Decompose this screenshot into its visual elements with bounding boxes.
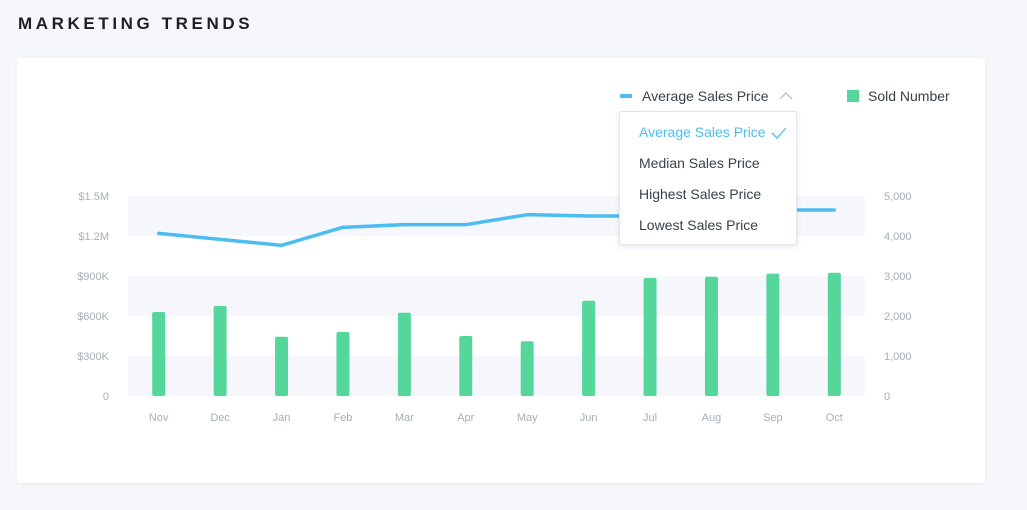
bar-sold-number (336, 332, 350, 396)
bar-sold-number (152, 312, 166, 396)
x-tick-label: Sep (763, 412, 783, 424)
dropdown-item-median-sales-price[interactable]: Median Sales Price (620, 148, 796, 179)
checkmark-icon (771, 127, 787, 139)
y-right-tick-label: 4,000 (884, 231, 912, 243)
y-right-tick-label: 1,000 (884, 351, 912, 363)
dropdown-item-average-sales-price[interactable]: Average Sales Price (620, 117, 796, 148)
legend-bar-label: Sold Number (868, 88, 950, 104)
x-tick-label: Dec (210, 412, 230, 424)
dropdown-item-lowest-sales-price[interactable]: Lowest Sales Price (620, 210, 796, 241)
grid-band (128, 356, 865, 396)
x-tick-label: Nov (149, 412, 169, 424)
bar-sold-number (766, 273, 780, 396)
bar-sold-number (397, 312, 411, 396)
page-title: MARKETING TRENDS (18, 14, 254, 33)
x-tick-label: Mar (395, 412, 414, 424)
y-right-tick-label: 5,000 (884, 191, 912, 203)
legend-line-swatch (620, 94, 632, 98)
grid-band (128, 276, 865, 316)
dropdown-item-highest-sales-price[interactable]: Highest Sales Price (620, 179, 796, 210)
legend-line-label: Average Sales Price (642, 88, 769, 104)
x-tick-label: Apr (457, 412, 474, 424)
bar-sold-number (520, 341, 534, 396)
y-left-tick-label: $900K (77, 271, 109, 283)
marketing-trends-chart: 0 $300K $600K $900K $1.2M $1.5M 0 1,000 2,000 3,0… (77, 191, 912, 424)
dropdown-item-label: Highest Sales Price (639, 186, 762, 202)
dropdown-item-label: Lowest Sales Price (639, 217, 759, 233)
y-right-tick-label: 3,000 (884, 271, 912, 283)
y-right-tick-label: 2,000 (884, 311, 912, 323)
x-tick-label: Aug (702, 412, 722, 424)
bar-sold-number (582, 300, 596, 396)
x-tick-label: Jun (580, 412, 598, 424)
dropdown-item-label: Average Sales Price (639, 124, 766, 140)
x-tick-label: Oct (826, 412, 843, 424)
dropdown-item-label: Median Sales Price (639, 155, 760, 171)
y-left-tick-label: $300K (77, 351, 109, 363)
y-left-tick-label: $1.2M (78, 231, 109, 243)
bar-sold-number (827, 272, 841, 396)
legend-bar-swatch (847, 90, 859, 102)
bar-sold-number (704, 276, 718, 396)
y-right-tick-label: 0 (884, 391, 890, 403)
bar-sold-number (459, 336, 473, 396)
y-left-tick-label: 0 (103, 391, 109, 403)
legend-average-sales-price-toggle[interactable]: Average Sales Price (620, 88, 793, 104)
bar-sold-number (213, 306, 227, 396)
price-metric-dropdown: Average Sales Price Median Sales Price H… (619, 111, 797, 245)
x-tick-label: Jan (273, 412, 291, 424)
y-left-tick-label: $600K (77, 311, 109, 323)
bar-sold-number (643, 278, 657, 396)
chevron-up-icon (779, 92, 793, 100)
legend-sold-number[interactable]: Sold Number (847, 88, 950, 104)
y-left-tick-label: $1.5M (78, 191, 109, 203)
chart-card: 0 $300K $600K $900K $1.2M $1.5M 0 1,000 2,000 3,0… (17, 58, 985, 483)
x-tick-label: Jul (643, 412, 657, 424)
bar-sold-number (275, 336, 289, 396)
x-tick-label: Feb (333, 412, 352, 424)
x-tick-label: May (517, 412, 538, 424)
